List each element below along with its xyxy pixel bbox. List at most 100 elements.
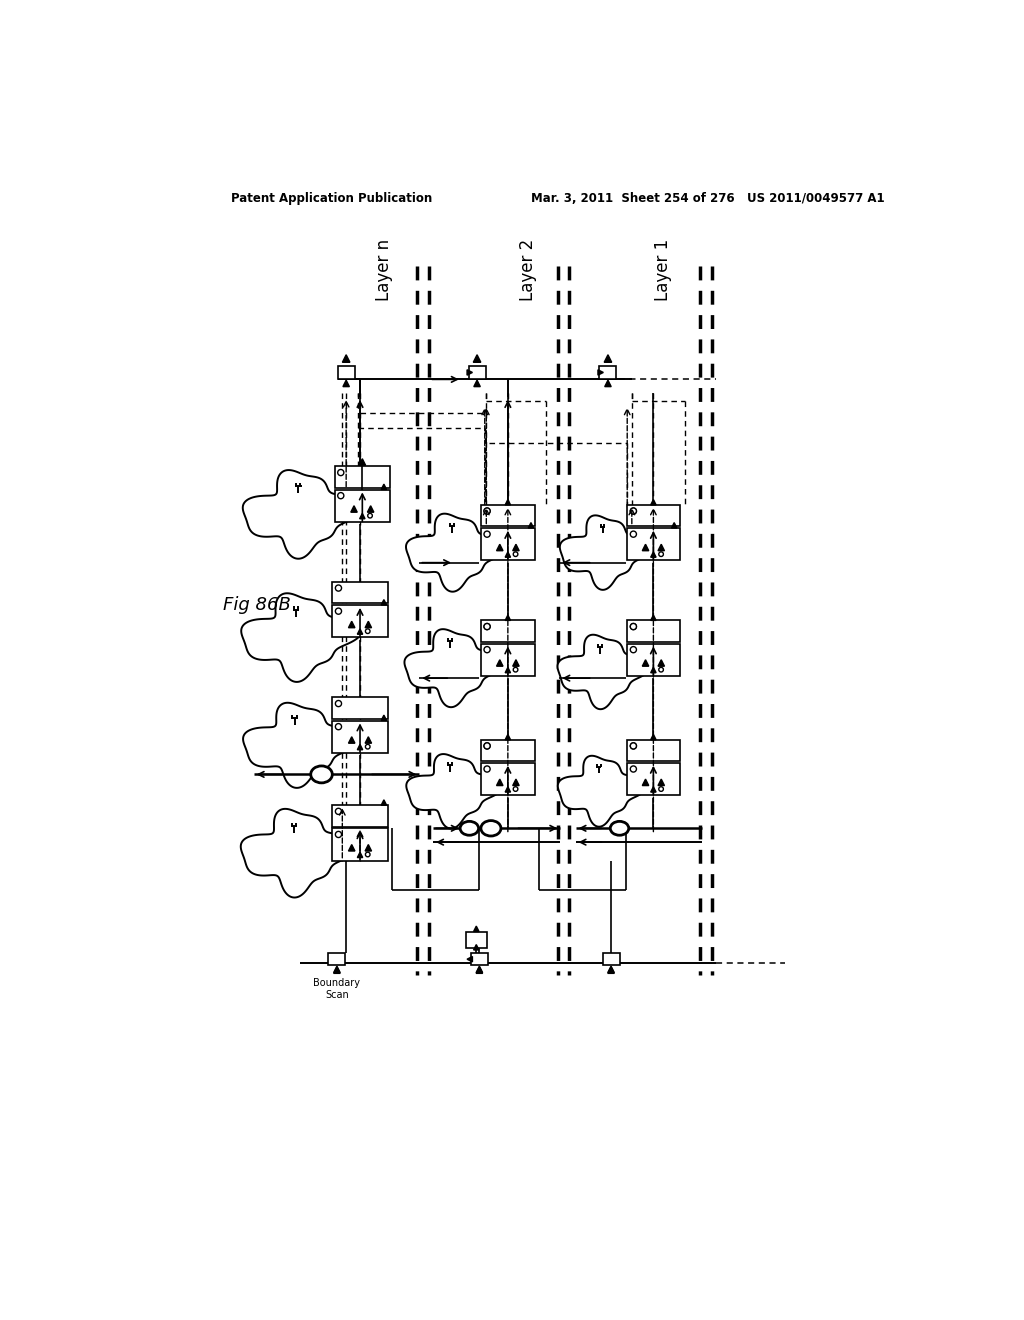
Bar: [628, 506, 680, 527]
Polygon shape: [558, 756, 647, 826]
Polygon shape: [473, 355, 481, 362]
Polygon shape: [476, 966, 482, 973]
Polygon shape: [474, 380, 480, 387]
Circle shape: [338, 492, 344, 499]
Polygon shape: [528, 523, 534, 528]
Circle shape: [631, 623, 637, 630]
Circle shape: [658, 668, 664, 672]
Bar: [628, 763, 680, 795]
Circle shape: [336, 723, 342, 730]
Circle shape: [366, 744, 370, 748]
Bar: [335, 490, 390, 521]
Polygon shape: [608, 966, 614, 973]
Polygon shape: [650, 499, 656, 506]
Polygon shape: [658, 779, 665, 785]
Circle shape: [484, 623, 490, 630]
Polygon shape: [467, 370, 472, 375]
Bar: [333, 805, 388, 826]
Polygon shape: [672, 523, 677, 528]
Polygon shape: [366, 845, 372, 851]
Circle shape: [631, 531, 637, 537]
Polygon shape: [605, 380, 611, 387]
Polygon shape: [557, 635, 651, 709]
Polygon shape: [241, 809, 357, 898]
Polygon shape: [348, 845, 355, 851]
Polygon shape: [357, 744, 362, 750]
Text: Fig 86B: Fig 86B: [223, 597, 291, 614]
Ellipse shape: [481, 821, 501, 836]
Circle shape: [631, 743, 637, 748]
Circle shape: [484, 647, 490, 653]
Polygon shape: [650, 552, 656, 557]
Polygon shape: [342, 355, 350, 362]
Polygon shape: [473, 945, 479, 950]
Circle shape: [631, 623, 637, 630]
Polygon shape: [505, 668, 511, 673]
Circle shape: [368, 513, 373, 517]
Bar: [471, 953, 487, 965]
Polygon shape: [467, 957, 472, 962]
Circle shape: [336, 609, 342, 614]
Polygon shape: [513, 544, 519, 550]
Polygon shape: [608, 966, 614, 973]
Circle shape: [513, 668, 518, 672]
Polygon shape: [476, 966, 482, 973]
Polygon shape: [497, 544, 503, 550]
Polygon shape: [381, 800, 387, 805]
Circle shape: [658, 552, 664, 557]
Polygon shape: [505, 787, 511, 792]
Circle shape: [484, 508, 490, 515]
Bar: [329, 953, 345, 965]
Bar: [333, 721, 388, 752]
Polygon shape: [343, 380, 349, 387]
Bar: [481, 644, 535, 676]
Polygon shape: [348, 737, 355, 743]
Polygon shape: [348, 622, 355, 628]
Polygon shape: [505, 615, 511, 620]
Polygon shape: [351, 506, 357, 512]
Circle shape: [631, 743, 637, 748]
Circle shape: [631, 647, 637, 653]
Bar: [628, 739, 680, 762]
Circle shape: [484, 766, 490, 772]
Polygon shape: [359, 513, 365, 519]
Polygon shape: [334, 966, 340, 973]
Circle shape: [513, 787, 518, 792]
Bar: [602, 953, 620, 965]
Polygon shape: [404, 630, 506, 708]
Polygon shape: [359, 459, 366, 465]
Polygon shape: [642, 660, 649, 667]
Polygon shape: [407, 754, 504, 829]
Polygon shape: [505, 734, 511, 739]
Bar: [333, 582, 388, 603]
Text: Boundary
Scan: Boundary Scan: [313, 978, 360, 1001]
Polygon shape: [381, 484, 387, 490]
Polygon shape: [357, 853, 362, 858]
Ellipse shape: [460, 821, 478, 836]
Bar: [469, 367, 485, 379]
Polygon shape: [650, 787, 656, 792]
Bar: [481, 528, 535, 561]
Bar: [628, 644, 680, 676]
Circle shape: [484, 743, 490, 748]
Bar: [599, 367, 616, 379]
Circle shape: [484, 623, 490, 630]
Bar: [628, 528, 680, 561]
Circle shape: [484, 531, 490, 537]
Circle shape: [336, 701, 342, 706]
Bar: [333, 697, 388, 719]
Polygon shape: [497, 660, 503, 667]
Text: Layer 1: Layer 1: [654, 239, 672, 301]
Polygon shape: [658, 544, 665, 550]
Polygon shape: [366, 622, 372, 628]
Circle shape: [631, 508, 637, 515]
Circle shape: [631, 508, 637, 515]
Circle shape: [658, 787, 664, 792]
Circle shape: [513, 552, 518, 557]
Bar: [333, 829, 388, 861]
Polygon shape: [381, 599, 387, 605]
Polygon shape: [642, 544, 649, 550]
Polygon shape: [381, 715, 387, 721]
Text: Mar. 3, 2011  Sheet 254 of 276   US 2011/0049577 A1: Mar. 3, 2011 Sheet 254 of 276 US 2011/00…: [531, 191, 885, 205]
Bar: [481, 763, 535, 795]
